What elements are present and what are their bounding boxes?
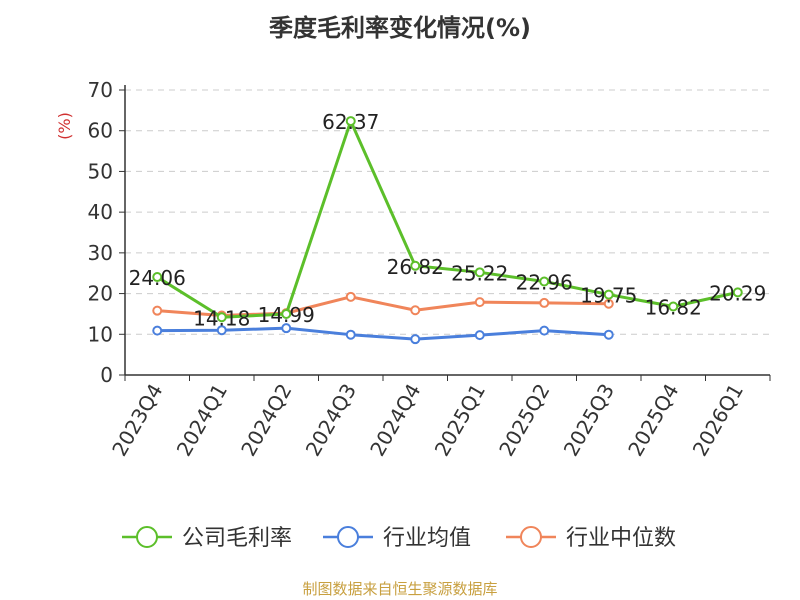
data-point[interactable] — [603, 329, 614, 340]
data-point[interactable] — [410, 260, 421, 271]
y-tick-label: 0 — [100, 363, 113, 387]
data-label: 19.75 — [580, 284, 637, 308]
y-tick-label: 30 — [88, 241, 113, 265]
data-labels: 24.06 14.18 14.99 62.37 26.82 25.22 22.96 19.75… — [129, 110, 767, 330]
data-point[interactable] — [152, 325, 163, 336]
data-point[interactable] — [474, 267, 485, 278]
data-point[interactable] — [216, 312, 227, 323]
legend-item-0[interactable]: 公司毛利率 — [122, 526, 292, 551]
data-point[interactable] — [603, 289, 614, 300]
data-label: 25.22 — [451, 261, 508, 285]
data-label: 24.06 — [129, 266, 186, 290]
data-point[interactable] — [410, 305, 421, 316]
data-label: 62.37 — [322, 110, 379, 134]
legend-item-1[interactable]: 行业均值 — [323, 526, 471, 551]
x-tick-label: 2024Q3 — [301, 380, 361, 461]
legend-label: 公司毛利率 — [182, 526, 292, 551]
data-point[interactable] — [152, 272, 163, 283]
legend-item-2[interactable]: 行业中位数 — [506, 526, 676, 551]
legend[interactable]: 公司毛利率 行业均值 行业中位数 — [122, 526, 676, 551]
data-point[interactable] — [539, 276, 550, 287]
data-point[interactable] — [539, 325, 550, 336]
x-tick-label: 2026Q1 — [688, 380, 748, 461]
data-point[interactable] — [152, 305, 163, 316]
y-axis-ticks: 0 10 20 30 40 50 60 70 — [88, 78, 125, 387]
legend-marker — [520, 526, 542, 548]
y-tick-label: 40 — [88, 200, 113, 224]
data-point[interactable] — [281, 308, 292, 319]
data-point[interactable] — [474, 297, 485, 308]
data-point[interactable] — [539, 297, 550, 308]
data-point[interactable] — [732, 287, 743, 298]
series-line-1 — [157, 326, 609, 341]
y-tick-label: 60 — [88, 119, 113, 143]
legend-label: 行业中位数 — [566, 526, 676, 551]
data-label: 22.96 — [516, 271, 573, 295]
y-tick-label: 10 — [88, 322, 113, 346]
grid-lines — [125, 89, 770, 335]
x-tick-label: 2025Q4 — [623, 380, 683, 461]
x-tick-label: 2025Q1 — [430, 380, 490, 461]
x-tick-label: 2024Q1 — [172, 380, 232, 461]
data-label: 16.82 — [645, 296, 702, 320]
data-source-note: 制图数据来自恒生聚源数据库 — [302, 580, 498, 598]
data-point[interactable] — [345, 116, 356, 127]
data-label: 14.18 — [193, 306, 250, 330]
data-label: 20.29 — [709, 281, 766, 305]
y-tick-label: 70 — [88, 78, 113, 102]
data-point[interactable] — [345, 329, 356, 340]
x-tick-label: 2025Q3 — [559, 380, 619, 461]
legend-marker — [136, 526, 158, 548]
data-point[interactable] — [474, 330, 485, 341]
data-point[interactable] — [668, 301, 679, 312]
x-tick-label: 2023Q4 — [107, 380, 167, 461]
y-tick-label: 50 — [88, 159, 113, 183]
series-line-2 — [157, 295, 609, 318]
data-label: 14.99 — [258, 303, 315, 327]
data-point[interactable] — [216, 325, 227, 336]
x-tick-label: 2024Q4 — [365, 380, 425, 461]
series-layer — [152, 116, 743, 345]
data-label: 26.82 — [387, 255, 444, 279]
series-line-0 — [156, 119, 739, 319]
chart-title: 季度毛利率变化情况(%) — [269, 14, 531, 42]
x-axis-ticks: 2023Q4 2024Q1 2024Q2 2024Q3 2024Q4 2025Q1 2025… — [107, 375, 771, 461]
y-tick-label: 20 — [88, 282, 113, 306]
x-tick-label: 2025Q2 — [494, 380, 554, 461]
y-axis-label: (%) — [55, 112, 74, 140]
x-tick-label: 2024Q2 — [236, 380, 296, 461]
legend-label: 行业均值 — [383, 526, 471, 551]
data-point[interactable] — [603, 298, 614, 309]
legend-marker — [337, 526, 359, 548]
data-point[interactable] — [281, 323, 292, 334]
data-point[interactable] — [410, 334, 421, 345]
data-point[interactable] — [345, 291, 356, 302]
